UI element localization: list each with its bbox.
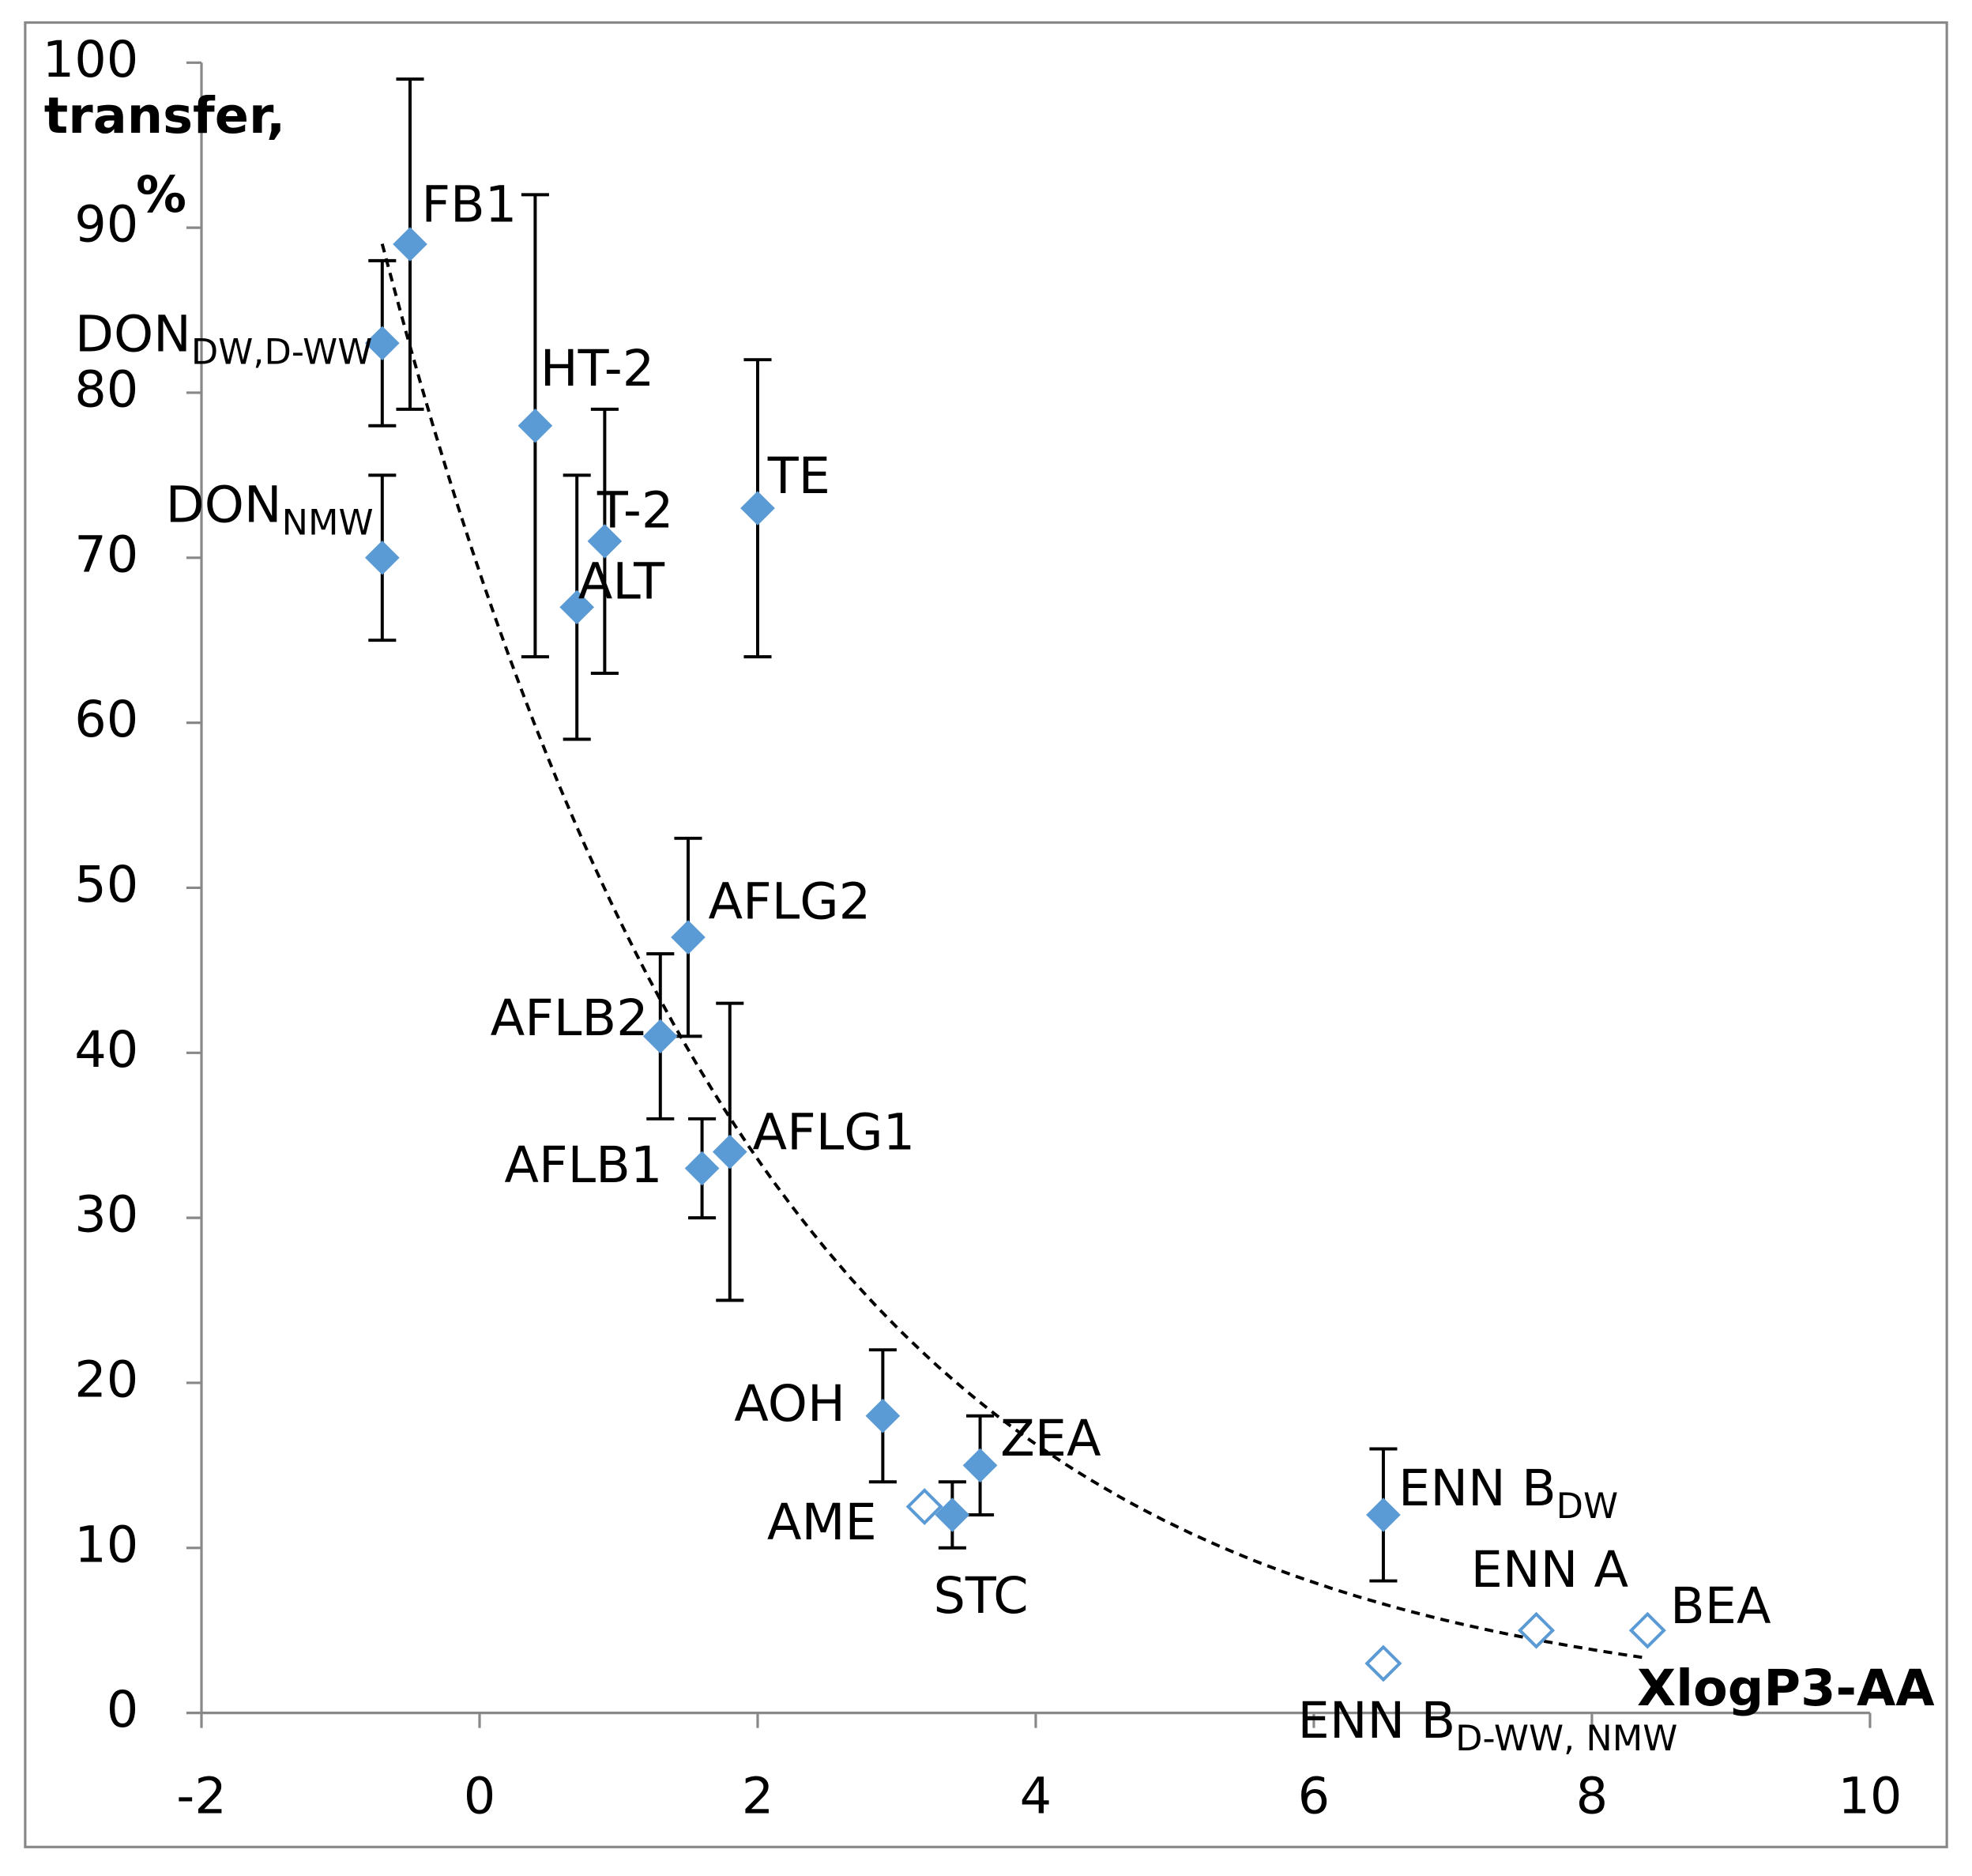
point-label: HT-2: [540, 339, 655, 397]
data-point: [671, 920, 706, 955]
data-point: [393, 227, 427, 262]
data-point: [587, 524, 623, 559]
point-label: TE: [767, 446, 830, 505]
point-label: AFLG1: [752, 1103, 915, 1162]
point-label: ENN BDW: [1398, 1459, 1618, 1527]
point-label-sub: DW: [1556, 1486, 1618, 1527]
x-tick-label: 6: [1298, 1767, 1330, 1825]
y-tick-label: 0: [107, 1680, 139, 1739]
data-point: [1517, 1611, 1556, 1649]
y-tick-label: 60: [74, 690, 138, 748]
x-axis-title: XlogP3-AA: [1637, 1659, 1935, 1717]
data-point: [684, 1151, 720, 1186]
point-label: FB1: [421, 175, 517, 234]
point-label: AFLB1: [504, 1136, 662, 1194]
point-label: BEA: [1670, 1577, 1771, 1635]
point-label: T-2: [596, 481, 674, 540]
y-tick-label: 80: [74, 360, 138, 419]
data-point: [935, 1497, 970, 1532]
data-point: [865, 1398, 901, 1433]
y-tick-label: 90: [74, 195, 138, 254]
point-label: ZEA: [1000, 1409, 1101, 1467]
point-label: ALT: [578, 552, 665, 611]
y-tick-label: 70: [74, 525, 138, 583]
data-point: [642, 1019, 678, 1054]
data-point: [517, 408, 553, 443]
y-tick-label: 100: [43, 30, 139, 89]
x-tick-label: -2: [176, 1767, 227, 1825]
data-point: [712, 1134, 747, 1170]
data-point: [364, 541, 400, 575]
data-point: [1628, 1611, 1666, 1649]
x-tick-label: 10: [1838, 1767, 1902, 1825]
point-label: DONDW,D-WW: [75, 304, 372, 372]
y-tick-label: 10: [74, 1515, 138, 1573]
data-point: [559, 590, 595, 625]
data-point: [1366, 1497, 1401, 1532]
y-tick-label: 50: [74, 855, 138, 914]
chart-frame: [24, 21, 1948, 1848]
point-label-sub: NMW: [282, 503, 374, 544]
point-label-main: DON: [166, 475, 282, 533]
trendline: [380, 243, 1648, 1660]
point-label: AFLG2: [708, 872, 871, 931]
x-tick-label: 8: [1576, 1767, 1609, 1825]
data-point: [364, 326, 400, 361]
point-label-main: DON: [75, 304, 191, 363]
point-label: DONNMW: [166, 475, 374, 543]
data-point: [962, 1448, 998, 1483]
x-tick-label: 0: [464, 1767, 496, 1825]
point-label: AFLB2: [491, 989, 649, 1047]
y-tick-label: 30: [74, 1185, 138, 1244]
data-point: [905, 1488, 943, 1526]
point-label: ENN BD-WW, NMW: [1298, 1691, 1678, 1759]
point-label: STC: [933, 1566, 1028, 1625]
point-label: AOH: [734, 1374, 845, 1433]
point-label: AME: [767, 1493, 877, 1551]
point-label-sub: D-WW, NMW: [1455, 1719, 1677, 1759]
point-label-main: ENN B: [1398, 1459, 1556, 1517]
x-tick-label: 4: [1020, 1767, 1052, 1825]
y-axis-title: transfer,: [44, 86, 285, 145]
x-tick-label: 2: [742, 1767, 774, 1825]
point-label: ENN A: [1471, 1540, 1629, 1599]
y-tick-label: 40: [74, 1020, 138, 1079]
y-axis-title: %: [136, 165, 186, 224]
data-point: [1364, 1644, 1402, 1682]
point-label-main: ENN B: [1298, 1691, 1456, 1750]
data-point: [740, 491, 775, 526]
y-tick-label: 20: [74, 1350, 138, 1409]
point-label-sub: DW,D-WW: [191, 333, 373, 373]
